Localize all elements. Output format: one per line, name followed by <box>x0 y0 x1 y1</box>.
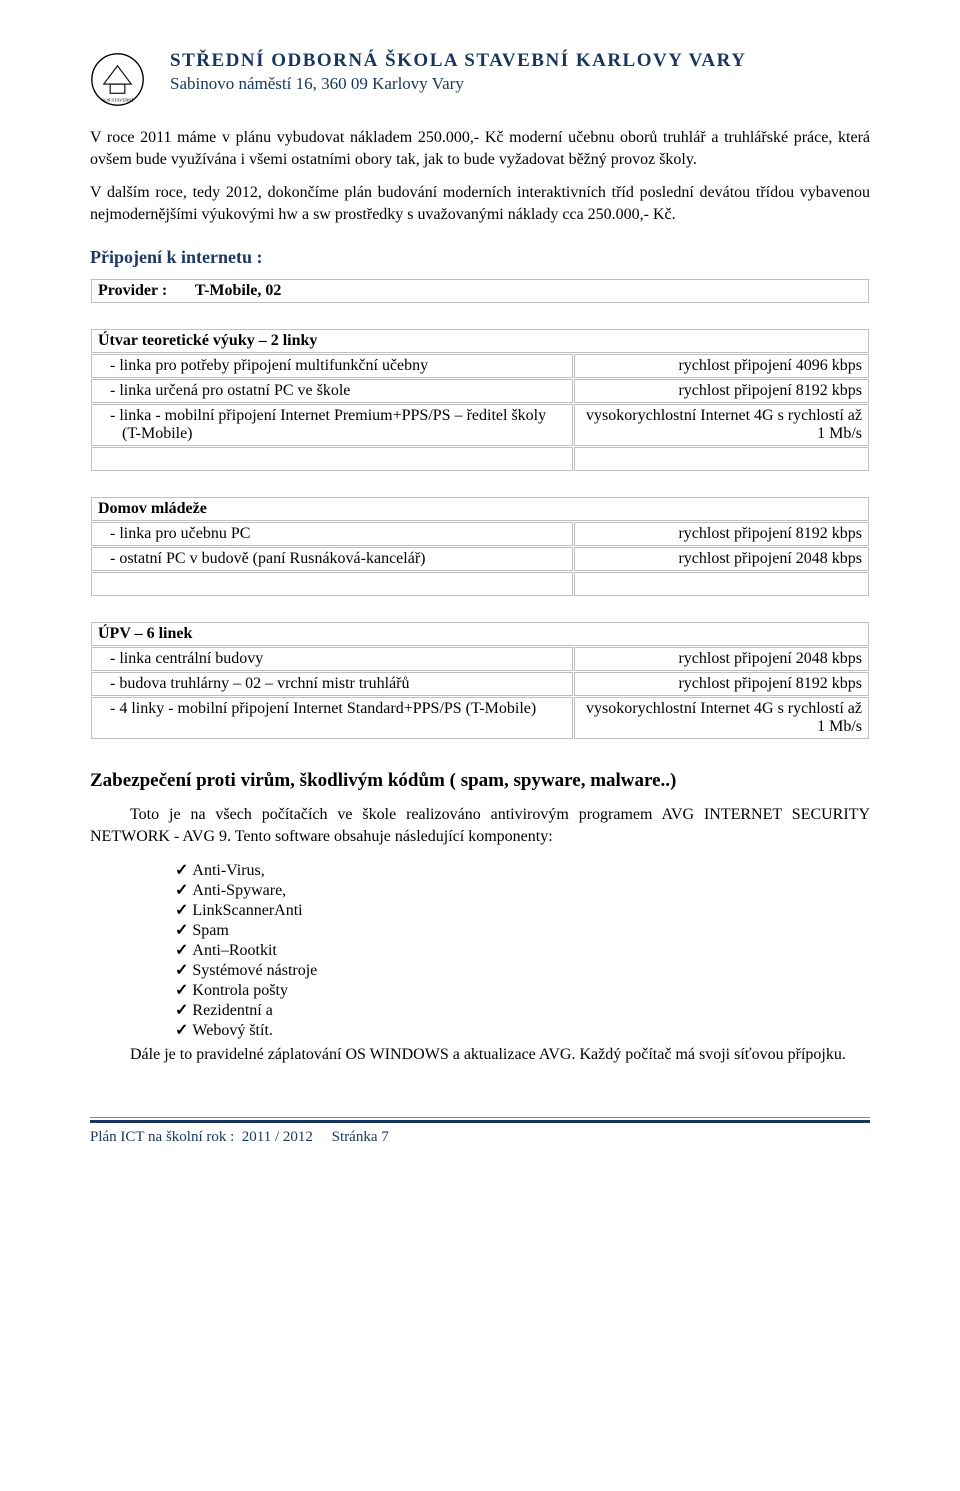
security-item: Kontrola pošty <box>175 980 870 1000</box>
security-item: Anti-Virus, <box>175 860 870 880</box>
table3-r1-r: rychlost připojení 8192 kbps <box>574 672 869 696</box>
provider-table: Provider : T-Mobile, 02 <box>90 278 870 304</box>
table2-r1-r: rychlost připojení 2048 kbps <box>574 547 869 571</box>
table1-r2-r: vysokorychlostní Internet 4G s rychlostí… <box>574 404 869 446</box>
footer-rule-thin <box>90 1117 870 1118</box>
table1-r1-l: linka určená pro ostatní PC ve škole <box>91 379 573 403</box>
table1-empty-l <box>91 447 573 471</box>
page-footer: Plán ICT na školní rok : 2011 / 2012 Str… <box>90 1127 870 1146</box>
security-item: Webový štít. <box>175 1020 870 1040</box>
table1-r2-l: linka - mobilní připojení Internet Premi… <box>91 404 573 446</box>
svg-text:SOŠ STAVEBNÍ: SOŠ STAVEBNÍ <box>102 98 134 103</box>
school-address: Sabinovo náměstí 16, 360 09 Karlovy Vary <box>170 74 746 94</box>
table3-r2-r: vysokorychlostní Internet 4G s rychlostí… <box>574 697 869 739</box>
table2-empty-r <box>574 572 869 596</box>
security-para-1: Toto je na všech počítačích ve škole rea… <box>90 804 870 847</box>
provider-cell: Provider : T-Mobile, 02 <box>91 279 869 303</box>
school-name: STŘEDNÍ ODBORNÁ ŠKOLA STAVEBNÍ KARLOVY V… <box>170 50 746 72</box>
table3-title: ÚPV – 6 linek <box>91 622 869 646</box>
security-item: Systémové nástroje <box>175 960 870 980</box>
page-header: SOŠ STAVEBNÍ STŘEDNÍ ODBORNÁ ŠKOLA STAVE… <box>90 50 870 107</box>
table3-r1-l: budova truhlárny – 02 – vrchní mistr tru… <box>91 672 573 696</box>
security-item: Anti–Rootkit <box>175 940 870 960</box>
table2-title: Domov mládeže <box>91 497 869 521</box>
table3-r0-r: rychlost připojení 2048 kbps <box>574 647 869 671</box>
table3-r2-l: 4 linky - mobilní připojení Internet Sta… <box>91 697 573 739</box>
section-security: Zabezpečení proti virům, škodlivým kódům… <box>90 770 870 792</box>
table1-empty-r <box>574 447 869 471</box>
table-upv: ÚPV – 6 linek linka centrální budovy ryc… <box>90 621 870 740</box>
paragraph-2: V dalším roce, tedy 2012, dokončíme plán… <box>90 182 870 225</box>
table1-r0-l: linka pro potřeby připojení multifunkční… <box>91 354 573 378</box>
table-domov: Domov mládeže linka pro učebnu PC rychlo… <box>90 496 870 597</box>
table3-r0-l: linka centrální budovy <box>91 647 573 671</box>
table1-title: Útvar teoretické výuky – 2 linky <box>91 329 869 353</box>
security-item: Spam <box>175 920 870 940</box>
security-item: Anti-Spyware, <box>175 880 870 900</box>
section-connection: Připojení k internetu : <box>90 247 870 268</box>
school-logo-icon: SOŠ STAVEBNÍ <box>90 52 145 107</box>
security-item: LinkScannerAnti <box>175 900 870 920</box>
table2-r1-l: ostatní PC v budově (paní Rusnáková-kanc… <box>91 547 573 571</box>
footer-rule-thick <box>90 1120 870 1123</box>
table-utvar: Útvar teoretické výuky – 2 linky linka p… <box>90 328 870 472</box>
table2-r0-l: linka pro učebnu PC <box>91 522 573 546</box>
table1-r0-r: rychlost připojení 4096 kbps <box>574 354 869 378</box>
paragraph-1: V roce 2011 máme v plánu vybudovat nákla… <box>90 127 870 170</box>
security-item: Rezidentní a <box>175 1000 870 1020</box>
table2-r0-r: rychlost připojení 8192 kbps <box>574 522 869 546</box>
security-para-2: Dále je to pravidelné záplatování OS WIN… <box>90 1044 870 1066</box>
security-list: Anti-Virus, Anti-Spyware, LinkScannerAnt… <box>90 860 870 1040</box>
table2-empty-l <box>91 572 573 596</box>
table1-r1-r: rychlost připojení 8192 kbps <box>574 379 869 403</box>
